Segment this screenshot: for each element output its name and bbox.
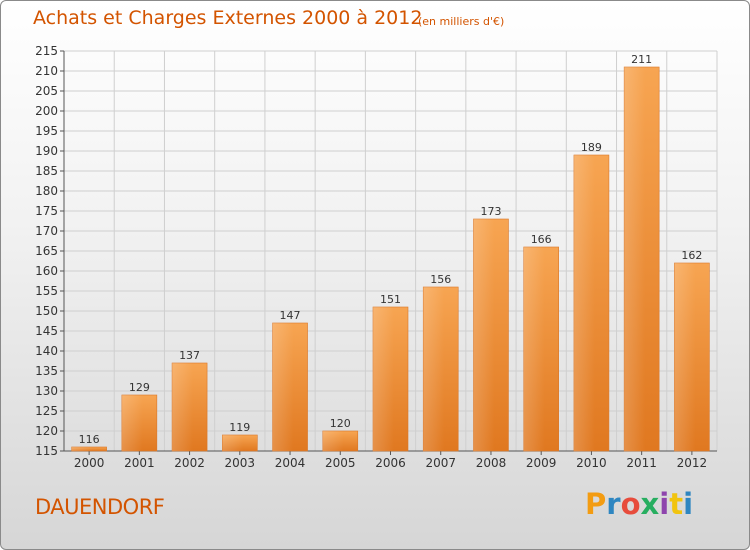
- y-tick-label: 180: [35, 184, 58, 198]
- data-label: 173: [480, 205, 501, 218]
- logo-letter: r: [606, 487, 621, 521]
- chart-subtitle: (en milliers d'€): [418, 15, 505, 28]
- logo-letter: P: [585, 487, 607, 521]
- y-tick-label: 140: [35, 344, 58, 358]
- bar-highlight: [423, 287, 459, 451]
- bar-highlight: [624, 67, 660, 451]
- logo-letter: i: [659, 487, 670, 521]
- x-tick-label: 2000: [74, 456, 105, 470]
- y-tick-label: 155: [35, 284, 58, 298]
- x-tick-label: 2012: [677, 456, 708, 470]
- chart-title: Achats et Charges Externes 2000 à 2012: [33, 7, 423, 29]
- logo-letter: o: [620, 487, 641, 521]
- data-label: 156: [430, 273, 451, 286]
- y-tick-label: 115: [35, 444, 58, 458]
- bars: [71, 66, 710, 452]
- bar-highlight: [71, 447, 107, 451]
- x-tick-label: 2002: [174, 456, 205, 470]
- y-tick-label: 205: [35, 84, 58, 98]
- bar-highlight: [222, 435, 258, 451]
- y-tick-label: 130: [35, 384, 58, 398]
- x-tick-label: 2007: [425, 456, 456, 470]
- y-tick-label: 160: [35, 264, 58, 278]
- data-label: 162: [681, 249, 702, 262]
- bar-highlight: [523, 247, 559, 451]
- x-tick-label: 2008: [476, 456, 507, 470]
- y-tick-label: 135: [35, 364, 58, 378]
- y-tick-label: 210: [35, 64, 58, 78]
- y-tick-label: 125: [35, 404, 58, 418]
- y-tick-label: 165: [35, 244, 58, 258]
- y-tick-labels: 115 120 125 130 135 140 145 150 155 160 165 170 175 1…: [35, 44, 58, 458]
- data-label: 211: [631, 53, 652, 66]
- y-tick-label: 170: [35, 224, 58, 238]
- x-tick-label: 2010: [576, 456, 607, 470]
- y-tick-label: 190: [35, 144, 58, 158]
- data-label: 129: [129, 381, 150, 394]
- data-label: 116: [79, 433, 100, 446]
- bar-highlight: [172, 363, 208, 451]
- location-label: DAUENDORF: [35, 495, 165, 519]
- bar-highlight: [674, 263, 710, 451]
- x-tick-label: 2006: [375, 456, 406, 470]
- data-label: 147: [280, 309, 301, 322]
- logo-letter: x: [640, 487, 660, 521]
- x-tick-label: 2009: [526, 456, 557, 470]
- x-tick-label: 2011: [626, 456, 657, 470]
- bar-highlight: [373, 307, 408, 451]
- bar-highlight: [121, 395, 157, 451]
- data-label: 120: [330, 417, 351, 430]
- x-tick-label: 2004: [275, 456, 306, 470]
- y-tick-label: 185: [35, 164, 58, 178]
- y-tick-label: 200: [35, 104, 58, 118]
- x-tick-label: 2001: [124, 456, 155, 470]
- data-label: 166: [531, 233, 552, 246]
- bar-highlight: [573, 155, 609, 451]
- bar-highlight: [272, 323, 308, 451]
- x-tick-label: 2005: [325, 456, 356, 470]
- x-tick-labels: 2000 2001 2002 2003 2004 2005 2006 2007 2008 2009…: [74, 456, 707, 470]
- y-tick-label: 150: [35, 304, 58, 318]
- bar-highlight: [473, 219, 509, 451]
- y-tick-label: 195: [35, 124, 58, 138]
- y-tick-label: 215: [35, 44, 58, 58]
- data-label: 151: [380, 293, 401, 306]
- logo-letter: i: [683, 487, 694, 521]
- data-label: 119: [229, 421, 250, 434]
- x-tick-label: 2003: [225, 456, 256, 470]
- data-labels: 116 129 137 119 147 120 151 156 173 166 189 211 162: [79, 53, 703, 446]
- bar-highlight: [322, 431, 358, 451]
- y-tick-label: 120: [35, 424, 58, 438]
- y-tick-label: 145: [35, 324, 58, 338]
- y-tick-label: 175: [35, 204, 58, 218]
- logo-letter: t: [669, 487, 684, 521]
- data-label: 137: [179, 349, 200, 362]
- data-label: 189: [581, 141, 602, 154]
- proxiti-logo: Proxiti: [585, 487, 693, 521]
